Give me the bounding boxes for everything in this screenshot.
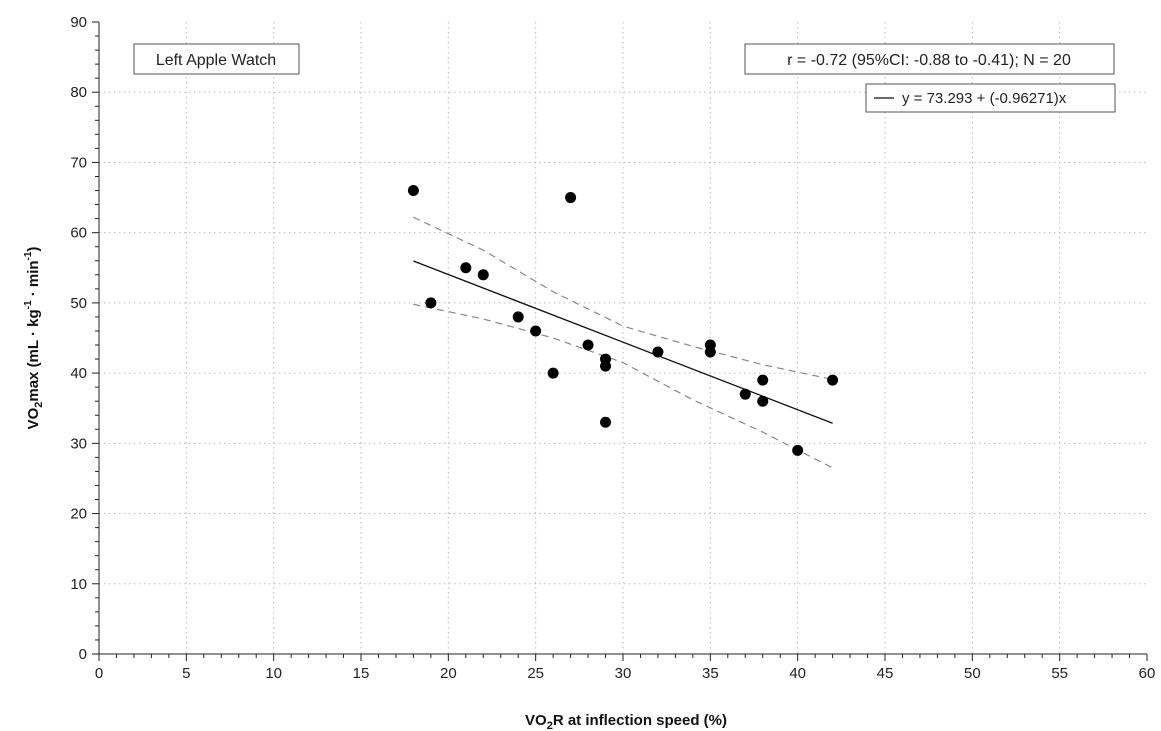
x-tick-label: 20 — [440, 665, 457, 682]
stats-text: r = -0.72 (95%CI: -0.88 to -0.41); N = 2… — [787, 52, 1071, 69]
data-point — [460, 262, 472, 274]
y-axis-ticks: 0 10 20 30 40 50 60 70 80 90 — [70, 14, 99, 663]
panel-label-box: Left Apple Watch — [133, 43, 300, 75]
x-tick-label: 50 — [964, 665, 981, 682]
data-point — [547, 367, 559, 379]
confidence-interval-lines — [413, 216, 833, 469]
data-point — [600, 416, 612, 428]
data-point — [582, 339, 594, 351]
x-tick-label: 15 — [353, 665, 370, 682]
stats-box: r = -0.72 (95%CI: -0.88 to -0.41); N = 2… — [744, 43, 1115, 75]
data-point — [757, 395, 769, 407]
y-tick-label: 90 — [70, 14, 87, 31]
y-tick-label: 0 — [79, 646, 87, 663]
panel-label: Left Apple Watch — [156, 52, 276, 69]
data-point — [757, 374, 769, 386]
data-point — [407, 185, 419, 197]
regression-line — [413, 260, 833, 424]
data-point — [827, 374, 839, 386]
y-tick-label: 70 — [70, 154, 87, 171]
x-tick-label: 35 — [702, 665, 719, 682]
y-tick-label: 60 — [70, 225, 87, 242]
grid-lines — [99, 22, 1147, 654]
legend: y = 73.293 + (-0.96271)x — [865, 83, 1116, 113]
x-tick-label: 25 — [527, 665, 544, 682]
x-tick-label: 10 — [265, 665, 282, 682]
data-point — [600, 360, 612, 372]
data-point — [477, 269, 489, 281]
data-point — [530, 325, 542, 337]
y-tick-label: 50 — [70, 295, 87, 312]
x-axis-ticks: 0 5 10 15 20 25 30 35 40 45 50 55 60 — [95, 654, 1156, 682]
y-tick-label: 10 — [70, 576, 87, 593]
x-tick-label: 5 — [182, 665, 190, 682]
regression-fit-line — [413, 260, 833, 424]
x-tick-label: 40 — [789, 665, 806, 682]
data-point — [652, 346, 664, 358]
ci-upper-line — [413, 216, 833, 380]
y-tick-label: 30 — [70, 435, 87, 452]
data-point — [425, 297, 437, 309]
y-axis-title: VO2max (mL · kg-1 · min-1) — [23, 247, 45, 430]
data-point — [704, 346, 716, 358]
x-tick-label: 60 — [1139, 665, 1156, 682]
x-tick-label: 30 — [615, 665, 632, 682]
y-tick-label: 80 — [70, 84, 87, 101]
data-point — [565, 192, 577, 204]
y-tick-label: 40 — [70, 365, 87, 382]
x-tick-label: 0 — [95, 665, 103, 682]
data-point — [739, 388, 751, 400]
legend-label: y = 73.293 + (-0.96271)x — [902, 90, 1067, 107]
y-tick-label: 20 — [70, 506, 87, 523]
data-points — [407, 185, 839, 456]
ci-lower-line — [413, 303, 833, 469]
data-point — [512, 311, 524, 323]
x-tick-label: 55 — [1051, 665, 1068, 682]
x-axis-title: VO2R at inflection speed (%) — [525, 712, 727, 731]
x-tick-label: 45 — [877, 665, 894, 682]
data-point — [792, 444, 804, 456]
